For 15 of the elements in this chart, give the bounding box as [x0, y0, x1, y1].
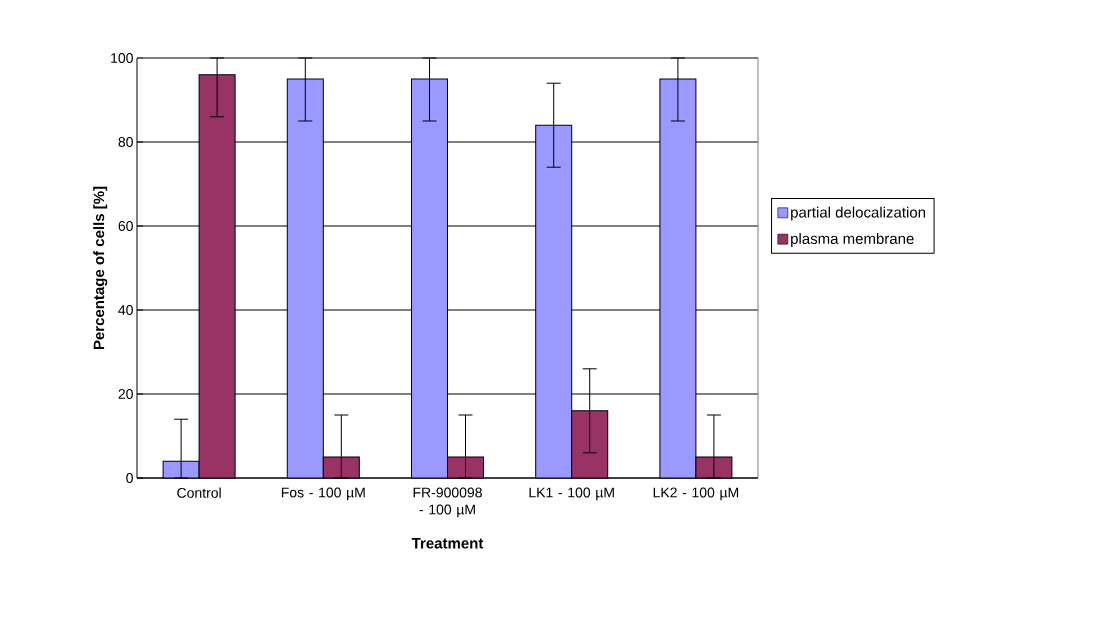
x-tick-label: LK2 - 100 µM: [653, 487, 739, 501]
y-tick-label: 60: [118, 221, 133, 231]
y-tick-label: 80: [118, 137, 133, 147]
x-tick-label: Control: [177, 487, 221, 498]
y-tick-label: 40: [118, 305, 133, 315]
x-tick-label: FR-900098 - 100 µM: [413, 487, 482, 518]
y-tick-label: 100: [111, 53, 133, 63]
y-tick-label: 0: [126, 473, 133, 483]
x-tick-label: Fos - 100 µM: [281, 487, 365, 501]
legend-label: plasma membrane: [791, 233, 914, 247]
y-tick-label: 20: [118, 389, 133, 399]
y-axis-title: Percentage of cells [%]: [93, 186, 108, 350]
x-axis-title: Treatment: [411, 538, 484, 549]
legend-label: partial delocalization: [791, 206, 926, 221]
x-tick-label: LK1 - 100 µM: [529, 487, 614, 501]
